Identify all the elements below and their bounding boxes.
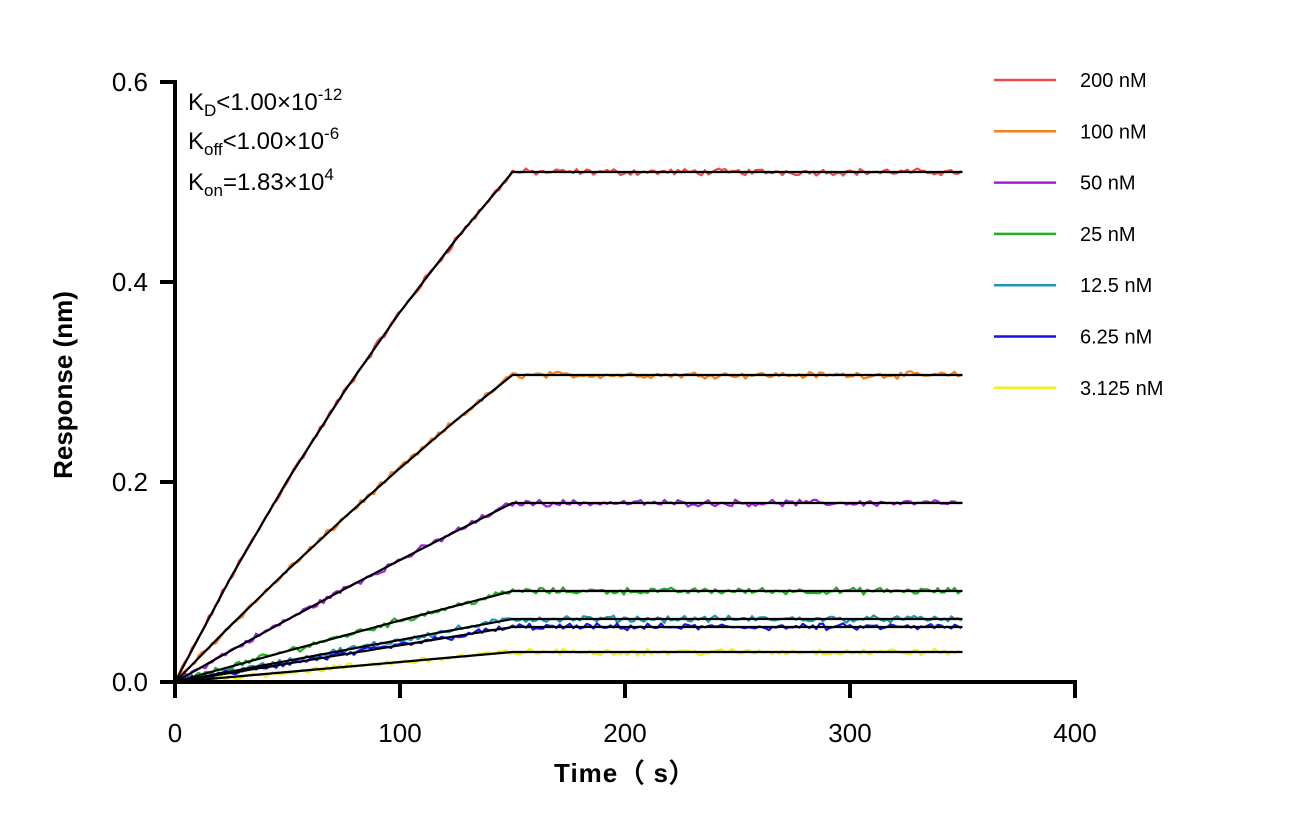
legend-label: 25 nM <box>1080 224 1136 246</box>
fit-curve-25nM <box>174 589 963 684</box>
fit-curve-200nM <box>174 170 963 683</box>
legend-label: 200 nM <box>1080 70 1147 92</box>
kd-annotation: KD<1.00×10-12 <box>188 85 342 120</box>
fit-curve-6.25nM <box>174 625 963 684</box>
data-layer <box>174 167 963 684</box>
legend-item: 200 nM <box>994 70 1147 92</box>
koff-annotation: Koff<1.00×10-6 <box>188 124 339 159</box>
fit-curve-100nM <box>174 373 963 683</box>
legend-label: 100 nM <box>1080 121 1147 143</box>
y-tick-label: 0.2 <box>112 467 148 497</box>
series-trace-100nM <box>174 370 962 683</box>
y-tick-label: 0.0 <box>112 667 148 697</box>
legend-item: 3.125 nM <box>994 378 1163 400</box>
legend-label: 6.25 nM <box>1080 327 1152 349</box>
fit-curve-50nM <box>174 501 963 683</box>
series-trace-25nM <box>174 586 963 683</box>
y-tick-label: 0.6 <box>112 67 148 97</box>
series-trace-3.125nM <box>174 647 962 684</box>
legend-item: 25 nM <box>994 224 1136 246</box>
x-axis-label: Time（ s） <box>554 758 696 788</box>
x-tick-label: 0 <box>168 718 182 748</box>
x-tick-label: 400 <box>1053 718 1096 748</box>
x-tick-label: 200 <box>603 718 646 748</box>
x-tick-label: 100 <box>378 718 421 748</box>
y-axis-label: Response (nm) <box>48 291 78 479</box>
legend-label: 50 nM <box>1080 173 1136 195</box>
series-trace-200nM <box>174 167 963 683</box>
fit-layer <box>174 170 963 684</box>
fit-curve-12.5nM <box>174 617 963 684</box>
x-ticks: 0 100 200 300 400 <box>168 682 1097 748</box>
kon-annotation: Kon=1.83×104 <box>188 165 334 200</box>
series-trace-50nM <box>174 498 962 684</box>
legend-item: 12.5 nM <box>994 275 1152 297</box>
legend-item: 50 nM <box>994 173 1136 195</box>
fit-curve-3.125nM <box>174 650 963 684</box>
x-tick-label: 300 <box>828 718 871 748</box>
kinetics-annotation: KD<1.00×10-12 Koff<1.00×10-6 Kon=1.83×10… <box>188 85 342 200</box>
legend-item: 100 nM <box>994 121 1147 143</box>
legend-label: 12.5 nM <box>1080 275 1152 297</box>
legend-item: 6.25 nM <box>994 327 1152 349</box>
legend-label: 3.125 nM <box>1080 378 1163 400</box>
legend: 200 nM 100 nM 50 nM 25 nM 12.5 nM 6.25 nM 3.12… <box>994 70 1163 400</box>
y-ticks: 0.0 0.2 0.4 0.6 <box>112 67 175 697</box>
y-tick-label: 0.4 <box>112 267 148 297</box>
